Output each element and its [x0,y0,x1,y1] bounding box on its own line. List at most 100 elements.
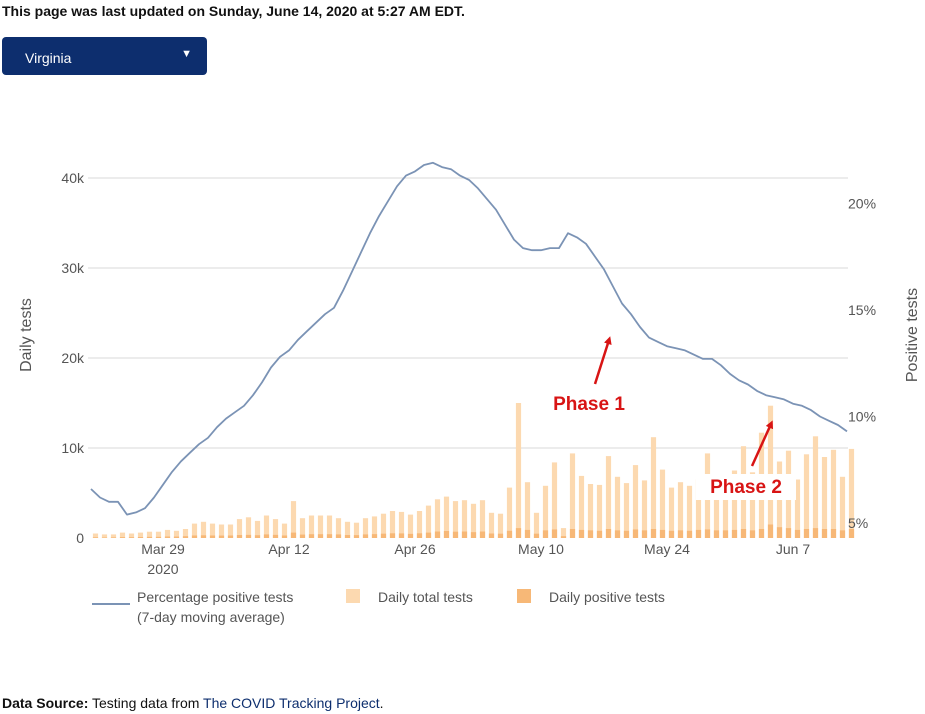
total-tests-bar [578,475,585,538]
total-tests-bar [245,517,252,538]
total-tests-bar [164,529,171,538]
x-tick-label: May 10 [518,541,564,557]
total-tests-bar [434,499,441,538]
x-tick-label: Mar 29 [141,541,185,557]
positive-tests-bar [407,533,414,538]
positive-tests-bar [812,528,819,538]
positive-tests-bar [200,535,207,538]
positive-tests-bar [371,534,378,538]
positive-tests-bar [416,533,423,538]
data-source: Data Source: Testing data from The COVID… [2,695,384,711]
positive-tests-bar [704,529,711,538]
x-tick-label: Apr 26 [394,541,435,557]
total-tests-bar [443,496,450,538]
total-tests-bar [731,470,738,538]
total-tests-bar [677,482,684,538]
positive-tests-bar [182,536,189,538]
total-tests-bar [398,511,405,538]
total-tests-bar [137,532,144,538]
state-dropdown[interactable]: Virginia ▼ [2,37,207,75]
total-tests-bar [173,530,180,538]
positive-tests-bar [443,530,450,538]
total-tests-bar [326,515,333,538]
positive-tests-bar [263,534,270,538]
total-tests-bar [812,436,819,538]
positive-tests-bar [290,532,297,538]
positive-tests-bar [803,529,810,538]
legend-sublabel-percent: (7-day moving average) [137,609,285,625]
total-tests-bar [263,515,270,538]
positive-tests-bar [587,530,594,538]
total-tests-bar [281,523,288,538]
positive-tests-bar [551,529,558,538]
total-tests-bar [119,532,126,538]
total-tests-bar [794,479,801,538]
total-tests-bar [767,405,774,538]
grid-lines [88,177,848,449]
positive-tests-bar [389,533,396,538]
total-tests-bar [497,513,504,538]
total-tests-bar [488,512,495,538]
total-tests-bar [551,462,558,538]
total-tests-bar [470,503,477,538]
positive-tests-bar [659,529,666,538]
positive-tests-bar [488,533,495,538]
positive-tests-bar [677,530,684,538]
left-tick-label: 30k [61,260,85,276]
total-tests-bar [110,534,117,538]
total-tests-bar [371,516,378,538]
positive-tests-bar [560,536,567,538]
total-tests-bar [605,456,612,538]
total-tests-bar [317,515,324,538]
positive-tests-bar [749,530,756,538]
total-tests-bar [722,477,729,538]
left-tick-label: 10k [61,440,85,456]
annotation-label: Phase 1 [553,394,625,415]
positive-tests-bar [173,536,180,538]
positive-tests-bar [380,533,387,538]
positive-tests-bar [533,533,540,538]
positive-tests-bar [740,529,747,538]
data-source-text: Testing data from [92,695,200,711]
total-tests-bar [614,476,621,538]
positive-tests-bar [515,528,522,538]
positive-tests-bar [668,530,675,538]
total-tests-bar [596,484,603,538]
positive-tests-bar [524,529,531,538]
positive-tests-bar [308,534,315,538]
positive-tests-bar [767,524,774,538]
total-tests-bar [749,472,756,538]
positive-tests-bar [434,531,441,538]
positive-tests-bar [317,534,324,538]
positive-tests-bar [101,537,108,538]
positive-tests-bar [110,537,117,538]
positive-tests-bar [236,535,243,538]
total-tests-bar [569,453,576,538]
positive-tests-bar [281,535,288,538]
total-tests-bar [236,519,243,538]
total-tests-bar [299,518,306,538]
total-tests-bar [524,482,531,538]
positive-tests-bar [128,537,135,538]
total-tests-bar [506,487,513,538]
bar-series [92,403,855,538]
positive-tests-bar [596,530,603,538]
annotation-background [696,474,796,500]
total-tests-bar [182,529,189,538]
legend-label-positive: Daily positive tests [549,589,665,605]
positive-tests-bar [686,530,693,538]
legend-label-percent: Percentage positive tests [137,589,293,605]
total-tests-bar [362,518,369,538]
total-tests-bar [416,511,423,538]
legend-box-positive [517,589,531,603]
positive-tests-bar [209,535,216,538]
axes: 0 10k 20k 30k 40k 5% 10% 15% 20% Daily tests Posit… [18,170,921,577]
covid-tracking-link[interactable]: The COVID Tracking Project [203,695,380,711]
positive-tests-bar [92,537,99,538]
positive-tests-bar [164,536,171,538]
positive-tests-bar [650,529,657,538]
positive-tests-bar [119,537,126,538]
positive-tests-bar [731,529,738,538]
positive-tests-bar [137,537,144,538]
data-source-end: . [379,695,384,711]
